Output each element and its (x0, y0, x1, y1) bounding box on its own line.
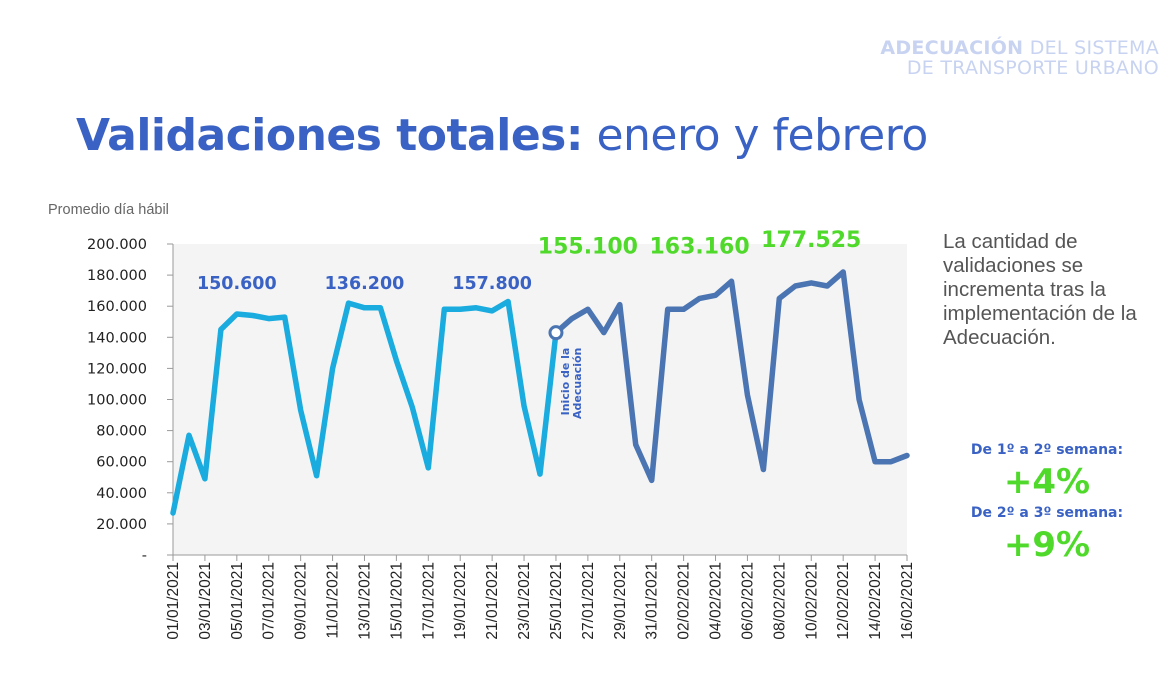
peak-label: 177.525 (761, 228, 861, 253)
brand-line1-rest: DEL SISTEMA (1023, 37, 1159, 59)
x-tick-label: 19/01/2021 (452, 562, 469, 640)
side-note: La cantidad de validaciones se increment… (943, 230, 1137, 349)
x-tick-label: 08/02/2021 (771, 562, 788, 640)
x-tick-label: 01/01/2021 (165, 562, 182, 640)
marker-label-line1: Inicio de la (559, 348, 572, 416)
y-tick-label: 20.000 (96, 517, 147, 533)
x-tick-label: 03/01/2021 (197, 562, 214, 640)
week-1-2-label: De 1º a 2º semana: (970, 442, 1124, 458)
x-tick-label: 21/01/2021 (484, 562, 501, 640)
y-tick-label: 40.000 (96, 486, 147, 502)
y-tick-label: 200.000 (87, 237, 147, 253)
y-tick-label: 100.000 (87, 393, 147, 409)
y-tick-label: - (142, 548, 147, 564)
peak-label: 150.600 (197, 274, 277, 294)
title-light: enero y febrero (582, 110, 928, 161)
x-tick-label: 09/01/2021 (293, 562, 310, 640)
x-tick-label: 10/02/2021 (803, 562, 820, 640)
peak-label: 163.160 (649, 234, 749, 259)
y-axis-title: Promedio día hábil (48, 202, 169, 218)
series-line-after (553, 269, 910, 484)
y-tick-label: 180.000 (87, 268, 147, 284)
x-tick-label: 06/02/2021 (739, 562, 756, 640)
x-tick-label: 31/01/2021 (644, 562, 661, 640)
x-tick-label: 05/01/2021 (229, 562, 246, 640)
x-tick-label: 04/02/2021 (708, 562, 725, 640)
x-tick-label: 15/01/2021 (388, 562, 405, 640)
brand-logo-text: ADECUACIÓN DEL SISTEMA DE TRANSPORTE URB… (880, 38, 1159, 78)
y-tick-label: 140.000 (87, 330, 147, 346)
x-tick-label: 07/01/2021 (261, 562, 278, 640)
x-tick-label: 29/01/2021 (612, 562, 629, 640)
x-tick-label: 12/02/2021 (835, 562, 852, 640)
peak-label: 155.100 (538, 234, 638, 259)
x-tick-label: 02/02/2021 (676, 562, 693, 640)
x-tick-label: 16/02/2021 (899, 562, 916, 640)
x-tick-label: 13/01/2021 (356, 562, 373, 640)
x-tick-label: 27/01/2021 (580, 562, 597, 640)
x-tick-label: 23/01/2021 (516, 562, 533, 640)
series-line-before (170, 298, 559, 516)
x-tick-label: 25/01/2021 (548, 562, 565, 640)
x-tick-label: 14/02/2021 (867, 562, 884, 640)
y-tick-label: 60.000 (96, 455, 147, 471)
week-2-3-label: De 2º a 3º semana: (970, 505, 1124, 521)
y-tick-label: 160.000 (87, 299, 147, 315)
week-1-2-value: +4% (1003, 462, 1091, 502)
marker-label-line2: Adecuación (571, 348, 584, 419)
y-tick-label: 120.000 (87, 361, 147, 377)
y-tick-label: 80.000 (96, 424, 147, 440)
page-title: Validaciones totales: enero y febrero (76, 106, 928, 166)
title-bold: Validaciones totales: (76, 110, 583, 161)
plot-area (173, 244, 907, 555)
brand-line2: DE TRANSPORTE URBANO (906, 57, 1159, 79)
adecuacion-start-marker (548, 325, 564, 341)
peak-label: 136.200 (325, 274, 405, 294)
x-tick-label: 11/01/2021 (325, 562, 342, 638)
peak-label: 157.800 (452, 274, 532, 294)
brand-bold: ADECUACIÓN (880, 37, 1024, 59)
x-tick-label: 17/01/2021 (420, 562, 437, 640)
week-2-3-value: +9% (1003, 525, 1091, 565)
